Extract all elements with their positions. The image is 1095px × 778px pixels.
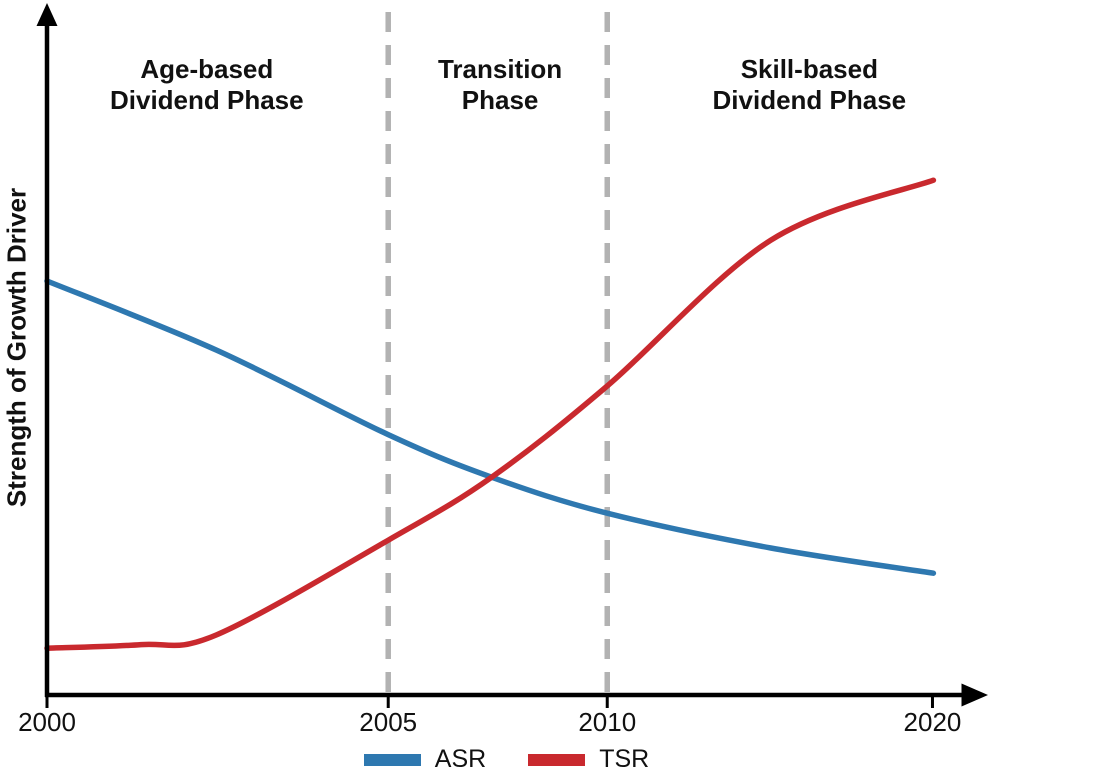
tsr-line-swatch-icon	[528, 753, 586, 766]
y-axis-arrowhead	[36, 3, 58, 26]
legend-label-asr: ASR	[434, 745, 487, 773]
phase-label-line: Transition	[437, 54, 563, 84]
y-axis-label: Strength of Growth Driver	[1, 187, 32, 508]
legend-label-tsr: TSR	[599, 745, 650, 773]
x-tick-label-2010: 2010	[578, 707, 637, 737]
phase-label-line: Skill-based	[740, 54, 878, 84]
phase-label-age-based: Age-based Dividend Phase	[110, 54, 304, 116]
tsr-curve	[44, 177, 937, 651]
x-tick-label-2000: 2000	[18, 707, 76, 737]
asr-line-swatch-icon	[363, 753, 421, 766]
x-tick-label-2005: 2005	[359, 707, 418, 737]
phase-label-line: Dividend Phase	[109, 85, 304, 115]
asr-curve	[44, 278, 937, 576]
phase-label-line: Phase	[461, 85, 539, 115]
x-axis-arrowhead	[961, 683, 988, 707]
x-tick-label-2020: 2020	[903, 707, 962, 737]
phase-label-line: Dividend Phase	[712, 85, 907, 115]
phase-label-skill-based: Skill-based Dividend Phase	[713, 54, 907, 116]
phase-label-transition: Transition Phase	[438, 54, 562, 116]
phase-label-line: Age-based	[140, 54, 274, 84]
legend-item-tsr: TSR	[528, 747, 649, 772]
chart-legend: ASR TSR	[0, 747, 1054, 772]
legend-item-asr: ASR	[363, 745, 487, 773]
